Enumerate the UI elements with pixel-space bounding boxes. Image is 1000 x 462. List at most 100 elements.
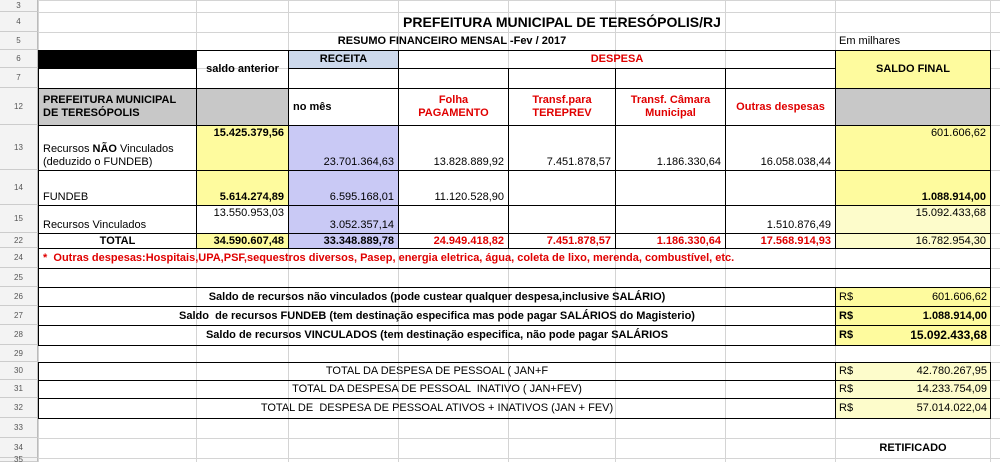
header-outras: Outras despesas <box>725 88 836 126</box>
grid-line <box>0 12 1000 13</box>
personnel-currency: R$ <box>839 383 854 395</box>
summary-currency: R$ <box>839 309 854 322</box>
value-cell: 17.568.914,93 <box>725 233 836 249</box>
summary-value: 601.606,62 <box>931 290 987 303</box>
personnel-currency: R$ <box>839 365 854 377</box>
personnel-value: 57.014.022,04 <box>916 402 987 414</box>
value-cell <box>615 170 726 206</box>
grid-line <box>0 458 1000 459</box>
row-number: 7 <box>0 68 38 88</box>
unit-note: Em milhares <box>839 35 901 47</box>
header-empty <box>508 68 616 89</box>
title: PREFEITURA MUNICIPAL DE TERESÓPOLIS/RJ <box>403 14 721 30</box>
personnel-label: TOTAL DA DESPESA DE PESSOAL INATIVO ( JA… <box>38 380 836 399</box>
row-number: 15 <box>0 205 38 233</box>
value-cell: 11.120.528,90 <box>398 170 509 206</box>
summary-currency: R$ <box>839 329 854 341</box>
header-empty <box>288 68 399 89</box>
header-despesa: DESPESA <box>398 50 836 69</box>
row-number: 30 <box>0 362 38 380</box>
row-number: 4 <box>0 12 38 32</box>
label-text: FUNDEB <box>43 191 89 203</box>
grid-line <box>0 32 1000 33</box>
header-no-mes: no mês <box>288 88 399 126</box>
row-number: 35 <box>0 455 38 462</box>
note: * Outras despesas:Hospitais,UPA,PSF,sequ… <box>38 248 991 269</box>
row-label: Recursos Vinculados <box>38 205 197 234</box>
header-empty <box>196 88 289 126</box>
row-label: Recursos NÃO Vinculados (deduzido o FUND… <box>38 125 197 171</box>
row-label: FUNDEB <box>38 170 197 206</box>
header-receita: RECEITA <box>288 50 399 69</box>
header-saldo-final: SALDO FINAL <box>835 50 991 89</box>
summary-value: 15.092.433,68 <box>910 328 987 342</box>
header-tereprev: Transf.para TEREPREV <box>508 88 616 126</box>
row-number: 26 <box>0 287 38 306</box>
row-number: 25 <box>0 268 38 287</box>
header-empty <box>398 68 509 89</box>
value-cell <box>508 205 616 234</box>
header-saldo-anterior: saldo anterior <box>196 50 289 89</box>
value-cell: 1.186.330,64 <box>615 233 726 249</box>
header-empty <box>615 68 726 89</box>
row-number: 34 <box>0 438 38 458</box>
summary-label: Saldo de recursos não vinculados (pode c… <box>38 287 836 307</box>
value-cell <box>398 205 509 234</box>
row-number: 3 <box>0 0 38 12</box>
value-cell <box>508 170 616 206</box>
value-cell: 33.348.889,78 <box>288 233 399 249</box>
personnel-label: TOTAL DE DESPESA DE PESSOAL ATIVOS + INA… <box>38 398 836 419</box>
header-empty <box>725 68 836 89</box>
row-number: 31 <box>0 380 38 398</box>
row-number: 29 <box>0 345 38 362</box>
label-text: Vinculados (deduzido o FUNDEB) <box>43 143 177 168</box>
row-number: 14 <box>0 170 38 205</box>
header-empty <box>38 68 197 89</box>
value-cell: 7.451.878,57 <box>508 233 616 249</box>
row-number: 5 <box>0 32 38 50</box>
row-number: 6 <box>0 50 38 68</box>
subtitle: RESUMO FINANCEIRO MENSAL -Fev / 2017 <box>337 35 567 47</box>
row-number: 22 <box>0 233 38 248</box>
header-camara: Transf. Câmara Municipal <box>615 88 726 126</box>
value-cell: 16.782.954,30 <box>835 233 991 249</box>
empty-row <box>38 268 991 288</box>
summary-box <box>835 325 991 346</box>
label-text: NÃO <box>92 143 117 155</box>
value-cell: 7.451.878,57 <box>508 125 616 171</box>
value-cell: 5.614.274,89 <box>196 170 289 206</box>
value-cell: 13.550.953,03 <box>196 205 289 234</box>
summary-label: Saldo de recursos FUNDEB (tem destinação… <box>38 306 836 326</box>
value-cell: 23.701.364,63 <box>288 125 399 171</box>
value-cell: 3.052.357,14 <box>288 205 399 234</box>
grid-line <box>0 438 1000 439</box>
value-cell: 34.590.607,48 <box>196 233 289 249</box>
value-cell: 1.510.876,49 <box>725 205 836 234</box>
value-cell: 6.595.168,01 <box>288 170 399 206</box>
label-text: Recursos Vinculados <box>43 219 147 231</box>
row-number: 12 <box>0 88 38 125</box>
value-cell: 1.186.330,64 <box>615 125 726 171</box>
row-label: TOTAL <box>38 233 197 249</box>
value-cell: 16.058.038,44 <box>725 125 836 171</box>
value-cell: 15.092.433,68 <box>835 205 991 234</box>
row-number: 32 <box>0 398 38 418</box>
value-cell: 15.425.379,56 <box>196 125 289 171</box>
label-text: Recursos <box>43 143 93 155</box>
value-cell <box>725 170 836 206</box>
header-empty <box>835 88 991 126</box>
row-number: 33 <box>0 418 38 438</box>
header-folha: Folha PAGAMENTO <box>398 88 509 126</box>
value-cell: 24.949.418,82 <box>398 233 509 249</box>
personnel-box <box>835 398 991 419</box>
summary-currency: R$ <box>839 290 854 303</box>
value-cell: 13.828.889,92 <box>398 125 509 171</box>
personnel-currency: R$ <box>839 402 854 414</box>
header-black <box>38 50 197 69</box>
header-entity: PREFEITURA MUNICIPAL DE TERESÓPOLIS <box>38 88 197 126</box>
personnel-value: 14.233.754,09 <box>916 383 987 395</box>
row-number: 27 <box>0 306 38 325</box>
summary-label: Saldo de recursos VINCULADOS (tem destin… <box>38 325 836 346</box>
value-cell: 601.606,62 <box>835 125 991 171</box>
